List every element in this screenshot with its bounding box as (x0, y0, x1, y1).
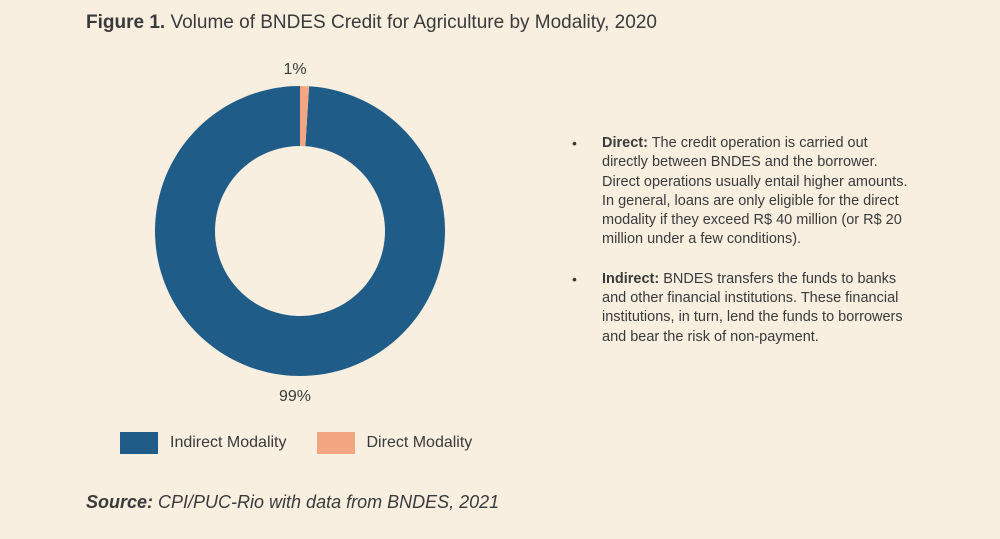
source-text: CPI/PUC-Rio with data from BNDES, 2021 (153, 492, 500, 512)
definition-indirect-text: Indirect: BNDES transfers the funds to b… (602, 270, 912, 347)
legend-swatch-direct (316, 432, 355, 454)
definition-term: Direct: (602, 135, 648, 151)
definitions-list: • Direct: The credit operation is carrie… (572, 134, 912, 367)
data-label-direct: 1% (283, 61, 307, 78)
chart-legend: Indirect Modality Direct Modality (120, 432, 502, 454)
definition-body: BNDES transfers the funds to banks and o… (602, 270, 903, 345)
donut-slice-direct (300, 86, 310, 147)
definition-term: Indirect: (602, 270, 660, 287)
bullet-icon: • (572, 135, 577, 151)
bullet-icon: • (572, 270, 577, 287)
figure-title: Figure 1. Volume of BNDES Credit for Agr… (86, 12, 657, 34)
definition-body: The credit operation is carried out dire… (602, 135, 908, 248)
source-note: Source: CPI/PUC-Rio with data from BNDES… (86, 492, 499, 513)
figure-title-text: Volume of BNDES Credit for Agriculture b… (170, 12, 657, 33)
donut-slice-indirect (154, 86, 445, 376)
definition-direct-text: Direct: The credit operation is carried … (602, 134, 912, 250)
legend-label-indirect: Indirect Modality (170, 434, 287, 451)
legend-item-direct: Direct Modality (316, 432, 473, 454)
source-label: Source: (86, 492, 154, 512)
legend-label-direct: Direct Modality (366, 434, 473, 451)
figure-label: Figure 1. (86, 12, 166, 33)
definition-direct: • Direct: The credit operation is carrie… (572, 134, 912, 250)
definition-indirect: • Indirect: BNDES transfers the funds to… (572, 270, 912, 347)
donut-chart: 99% 1% (150, 55, 450, 410)
legend-item-indirect: Indirect Modality (120, 432, 287, 454)
data-label-indirect: 99% (278, 388, 312, 405)
donut-svg (154, 86, 445, 376)
legend-swatch-indirect (120, 432, 158, 454)
